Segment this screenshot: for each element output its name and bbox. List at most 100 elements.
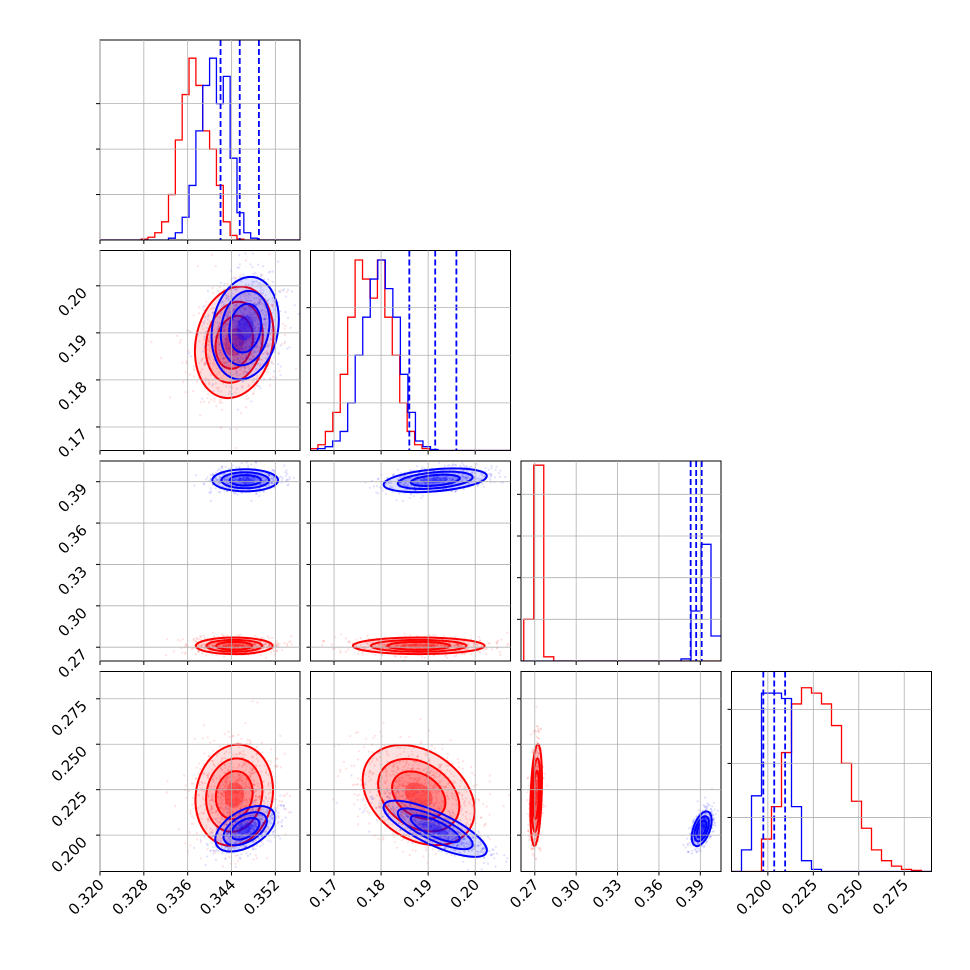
scatter-point — [239, 804, 242, 807]
scatter-point — [193, 484, 196, 487]
scatter-point — [275, 649, 278, 653]
scatter-point — [249, 766, 252, 770]
scatter-point — [453, 642, 456, 646]
scatter-point — [265, 656, 268, 659]
scatter-point — [225, 323, 228, 326]
scatter-point — [220, 301, 223, 304]
scatter-point — [234, 832, 237, 836]
scatter-point — [242, 349, 245, 352]
scatter-point — [247, 762, 250, 765]
scatter-point — [238, 338, 241, 341]
scatter-point — [456, 643, 459, 646]
scatter-point — [212, 364, 216, 367]
scatter-point — [224, 333, 227, 336]
scatter-point — [205, 330, 208, 333]
scatter-point — [241, 317, 244, 320]
scatter-point — [197, 649, 200, 653]
scatter-point — [482, 485, 486, 488]
scatter-point — [247, 337, 250, 340]
scatter-point — [242, 324, 245, 327]
scatter-point — [182, 380, 185, 383]
scatter-point — [237, 643, 240, 646]
scatter-point — [259, 482, 262, 485]
scatter-point — [256, 334, 259, 337]
scatter-point — [222, 472, 225, 475]
scatter-point — [238, 322, 241, 325]
scatter-panel-0-2-grid — [96, 461, 300, 665]
scatter-point — [229, 781, 232, 784]
scatter-point — [216, 321, 219, 324]
scatter-point — [237, 481, 240, 484]
scatter-point — [208, 491, 211, 494]
scatter-point — [239, 642, 242, 646]
scatter-point — [234, 478, 237, 481]
scatter-point — [287, 483, 290, 486]
scatter-point — [238, 319, 241, 323]
scatter-point — [373, 653, 377, 656]
scatter-point — [213, 645, 216, 648]
scatter-point — [247, 283, 250, 286]
scatter-point — [257, 760, 260, 763]
scatter-point — [211, 286, 214, 290]
scatter-point — [241, 343, 244, 346]
scatter-point — [248, 305, 251, 308]
scatter-point — [255, 492, 258, 495]
scatter-point — [407, 643, 410, 646]
scatter-point — [273, 370, 276, 373]
scatter-point — [207, 793, 210, 796]
scatter-point — [226, 282, 229, 285]
scatter-point — [235, 428, 238, 431]
scatter-point — [403, 474, 406, 477]
scatter-point — [398, 482, 402, 485]
scatter-point — [198, 783, 202, 787]
scatter-point — [233, 644, 236, 648]
scatter-point — [207, 315, 210, 318]
scatter-point — [226, 311, 229, 314]
scatter-point — [272, 477, 275, 480]
scatter-point — [268, 343, 271, 346]
scatter-point — [260, 741, 263, 745]
scatter-point — [238, 324, 241, 327]
scatter-point — [240, 412, 243, 415]
scatter-point — [239, 327, 242, 331]
scatter-point — [385, 647, 388, 650]
scatter-point — [242, 750, 245, 753]
scatter-point — [268, 473, 271, 477]
scatter-point — [203, 309, 206, 312]
scatter-point — [216, 325, 219, 328]
scatter-point — [265, 478, 268, 481]
scatter-point — [251, 476, 254, 479]
scatter-point — [215, 373, 218, 376]
scatter-point — [409, 484, 412, 487]
scatter-point — [454, 490, 457, 493]
scatter-point — [443, 644, 446, 647]
scatter-point — [457, 481, 460, 484]
scatter-point — [265, 485, 268, 488]
scatter-point — [245, 343, 249, 346]
scatter-point — [219, 796, 222, 799]
scatter-point — [210, 768, 213, 771]
scatter-point — [220, 300, 224, 303]
scatter-point — [256, 701, 259, 704]
scatter-point — [465, 477, 468, 480]
scatter-point — [280, 478, 284, 481]
scatter-point — [200, 643, 203, 646]
scatter-point — [232, 479, 235, 482]
scatter-point — [251, 283, 254, 286]
scatter-point — [251, 246, 253, 248]
scatter-point — [228, 751, 231, 754]
scatter-point — [462, 488, 465, 491]
scatter-point — [450, 464, 453, 467]
scatter-point — [207, 401, 211, 404]
scatter-point — [211, 311, 214, 314]
scatter-point — [234, 854, 237, 857]
scatter-point — [248, 324, 251, 327]
scatter-point — [506, 643, 509, 646]
scatter-point — [223, 479, 226, 482]
scatter-point — [219, 802, 222, 805]
scatter-point — [414, 643, 417, 646]
scatter-point — [251, 323, 254, 326]
scatter-point — [239, 322, 242, 325]
scatter-point — [214, 477, 217, 480]
scatter-point — [285, 295, 288, 298]
